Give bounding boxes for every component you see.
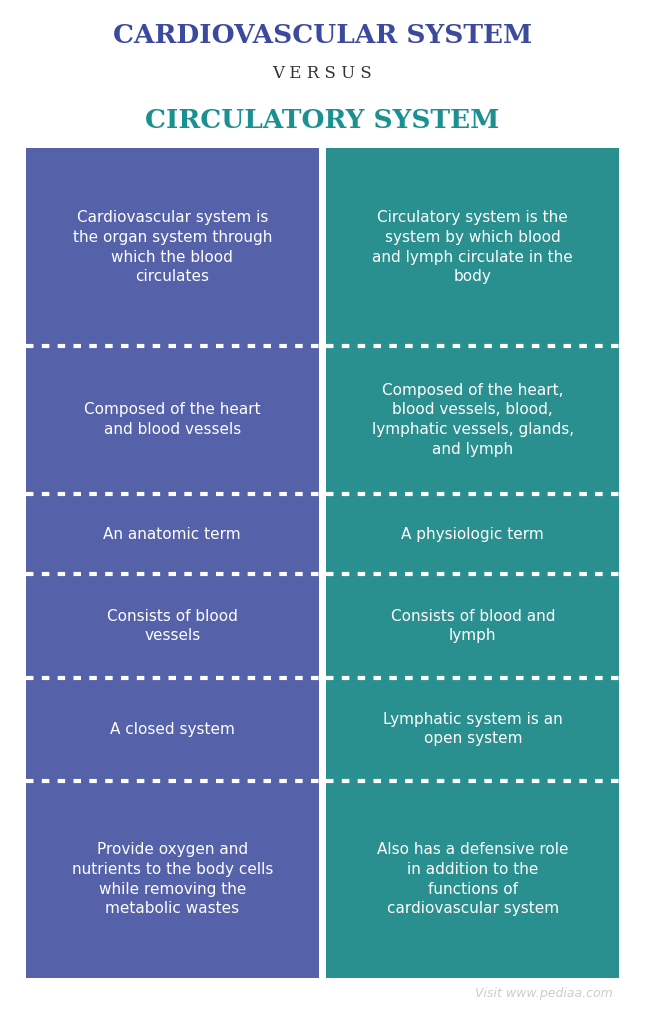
Text: Composed of the heart
and blood vessels: Composed of the heart and blood vessels bbox=[84, 402, 261, 437]
Text: Cardiovascular system is
the organ system through
which the blood
circulates: Cardiovascular system is the organ syste… bbox=[72, 210, 272, 285]
Text: A physiologic term: A physiologic term bbox=[401, 526, 544, 542]
Bar bbox=[319, 148, 326, 978]
Bar bbox=[326, 678, 619, 780]
Text: Composed of the heart,
blood vessels, blood,
lymphatic vessels, glands,
and lymp: Composed of the heart, blood vessels, bl… bbox=[372, 383, 574, 457]
Text: An anatomic term: An anatomic term bbox=[103, 526, 241, 542]
Bar bbox=[326, 780, 619, 978]
Text: Visit www.pediaa.com: Visit www.pediaa.com bbox=[475, 987, 613, 999]
Bar bbox=[326, 494, 619, 574]
Text: A closed system: A closed system bbox=[110, 722, 235, 736]
Bar bbox=[26, 678, 319, 780]
Text: Lymphatic system is an
open system: Lymphatic system is an open system bbox=[383, 712, 562, 746]
Text: V E R S U S: V E R S U S bbox=[273, 66, 372, 82]
Text: CARDIOVASCULAR SYSTEM: CARDIOVASCULAR SYSTEM bbox=[113, 24, 532, 48]
Bar bbox=[326, 148, 619, 346]
Text: Consists of blood
vessels: Consists of blood vessels bbox=[107, 608, 237, 643]
Bar bbox=[326, 574, 619, 678]
Bar bbox=[26, 780, 319, 978]
Bar bbox=[26, 148, 319, 346]
Text: Also has a defensive role
in addition to the
functions of
cardiovascular system: Also has a defensive role in addition to… bbox=[377, 842, 568, 916]
Bar bbox=[26, 574, 319, 678]
Text: Circulatory system is the
system by which blood
and lymph circulate in the
body: Circulatory system is the system by whic… bbox=[372, 210, 573, 285]
Bar bbox=[326, 346, 619, 494]
Bar bbox=[26, 346, 319, 494]
Text: CIRCULATORY SYSTEM: CIRCULATORY SYSTEM bbox=[145, 109, 500, 133]
Text: Consists of blood and
lymph: Consists of blood and lymph bbox=[390, 608, 555, 643]
Text: Provide oxygen and
nutrients to the body cells
while removing the
metabolic wast: Provide oxygen and nutrients to the body… bbox=[72, 842, 273, 916]
Bar bbox=[26, 494, 319, 574]
